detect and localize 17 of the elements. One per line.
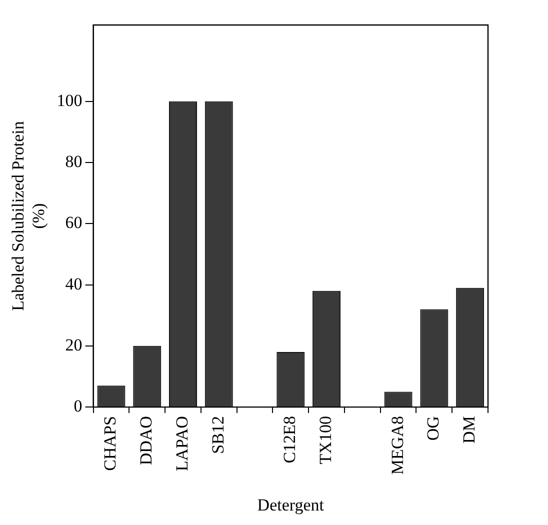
y-tick-label: 60 xyxy=(65,213,82,232)
x-axis-title: Detergent xyxy=(257,495,324,514)
x-tick-label: C12E8 xyxy=(280,416,300,464)
x-tick-label: TX100 xyxy=(316,416,335,464)
x-tick-label: DM xyxy=(460,416,479,444)
y-tick-label: 0 xyxy=(74,396,82,416)
x-tick-label: DDAO xyxy=(136,416,156,466)
y-tick-label: 40 xyxy=(65,274,82,294)
y-axis-title: Labeled Solubilized Protein (%) xyxy=(8,120,48,311)
x-tick-label: SB12 xyxy=(208,416,228,454)
x-tick-label: CHAPS xyxy=(100,416,120,471)
y-tick-label: 80 xyxy=(65,152,82,172)
x-tick-label: MEGA8 xyxy=(388,416,407,475)
x-tick-label: OG xyxy=(424,416,443,441)
y-tick-label: 20 xyxy=(65,335,82,354)
x-tick-label: LAPAO xyxy=(172,416,192,472)
y-tick-label: 100 xyxy=(56,90,82,110)
